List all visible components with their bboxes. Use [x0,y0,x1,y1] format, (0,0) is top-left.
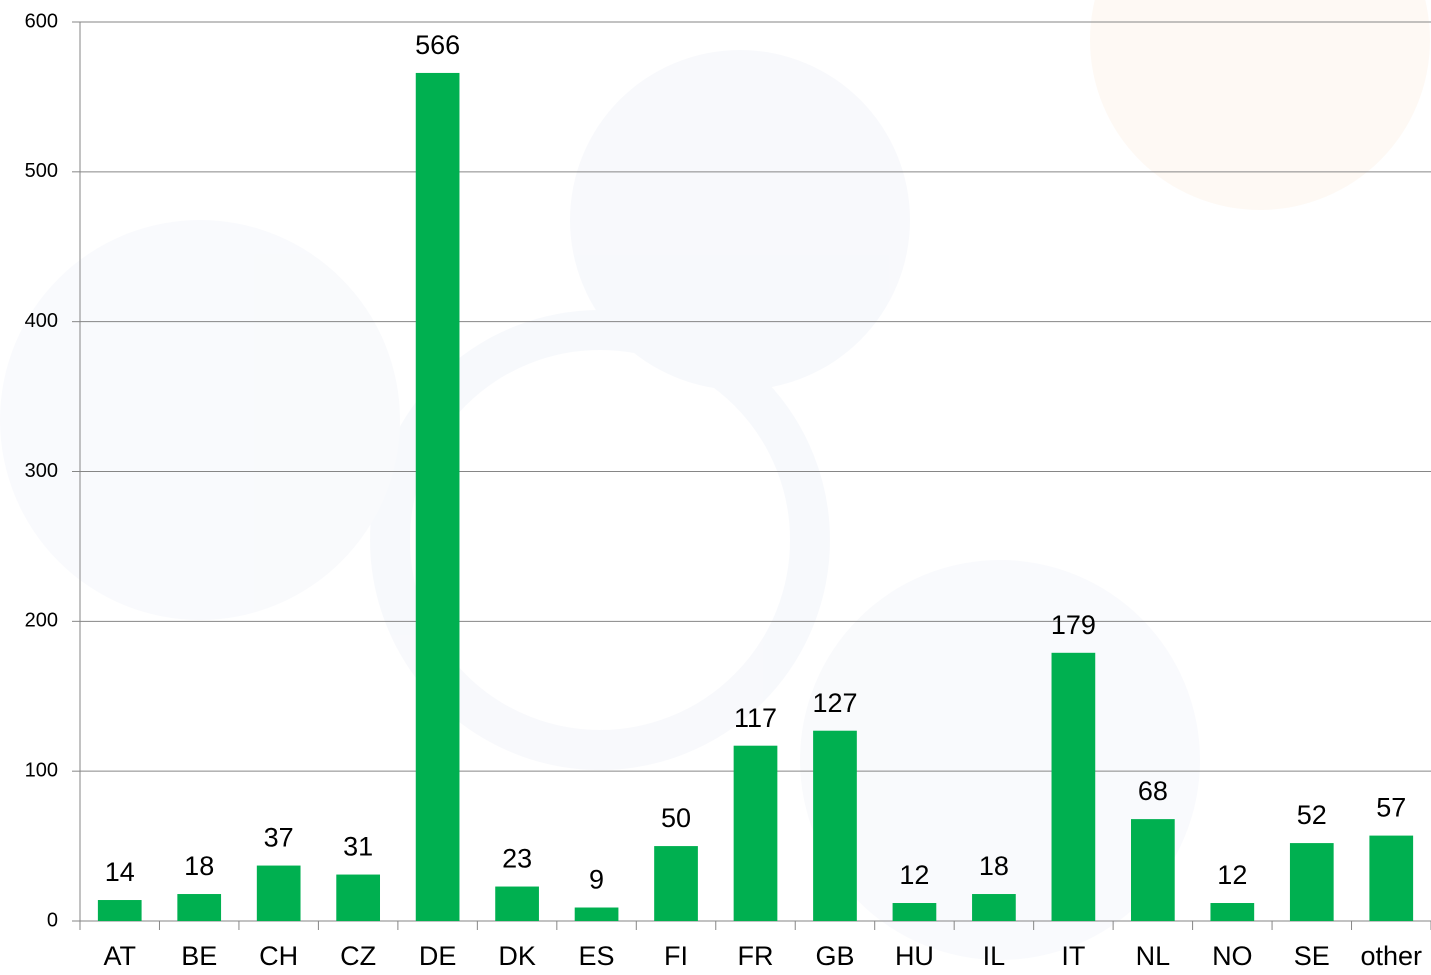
value-label: 9 [589,865,604,895]
x-tick-label: AT [103,941,136,971]
bar [177,894,222,921]
x-tick-label: CZ [340,941,376,971]
bar [256,865,301,921]
x-tick-label: HU [895,941,934,971]
x-tick-label: ES [579,941,615,971]
bar [1210,903,1255,921]
value-label: 179 [1051,610,1096,640]
x-tick-label: other [1360,941,1422,971]
bar [654,846,698,921]
value-label: 31 [343,832,373,862]
value-label: 12 [899,860,929,890]
value-label: 37 [264,823,294,853]
y-tick-label: 300 [25,460,58,482]
x-tick-label: CH [259,941,298,971]
value-label: 52 [1297,800,1327,830]
value-label: 127 [812,688,857,718]
x-tick-label: NL [1136,941,1171,971]
x-tick-label: FI [664,941,688,971]
x-tick-label: DE [419,941,457,971]
bar [1289,843,1334,921]
bar [336,874,381,921]
y-tick-label: 400 [25,310,58,332]
bar [1369,835,1414,921]
value-label: 57 [1376,793,1406,823]
x-tick-label: BE [181,941,217,971]
y-tick-label: 500 [25,160,58,182]
value-label: 117 [734,703,777,733]
x-tick-label: GB [815,941,854,971]
value-label: 18 [184,851,214,881]
bar [1051,652,1096,921]
value-label: 14 [105,857,135,887]
bar [733,745,778,921]
bar [415,72,460,921]
bar [574,907,619,921]
bar [892,903,937,921]
bar [813,730,857,921]
y-tick-label: 600 [25,10,58,32]
y-tick-label: 100 [25,759,58,781]
value-label: 23 [502,844,532,874]
bar [97,900,142,921]
value-label: 68 [1138,776,1168,806]
bar [972,894,1016,921]
x-tick-label: NO [1212,941,1253,971]
x-tick-label: DK [498,941,536,971]
bar [1130,819,1175,921]
value-label: 18 [979,851,1009,881]
bar [495,886,539,921]
value-label: 12 [1217,860,1247,890]
y-tick-label: 0 [47,909,58,931]
value-label: 50 [661,803,691,833]
x-tick-label: IL [983,941,1006,971]
x-tick-label: IT [1061,941,1085,971]
y-tick-label: 200 [25,610,58,632]
x-tick-label: FR [738,941,774,971]
value-label: 566 [415,30,460,60]
x-tick-label: SE [1294,941,1330,971]
